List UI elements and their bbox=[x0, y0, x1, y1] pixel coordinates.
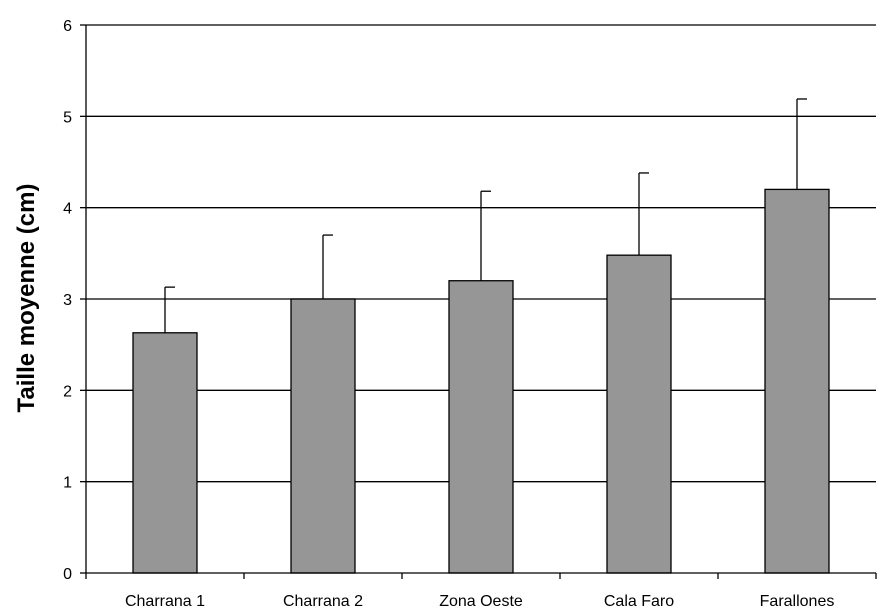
y-tick-label: 6 bbox=[63, 18, 72, 35]
y-tick-label: 3 bbox=[63, 292, 72, 309]
x-ticks: Charrana 1 Charrana 2 Zona Oeste Cala Faro F… bbox=[85, 573, 877, 610]
y-tick-label: 1 bbox=[63, 475, 72, 492]
y-tick-label: 4 bbox=[63, 201, 72, 218]
x-category-label: Charrana 1 bbox=[125, 593, 205, 610]
bar-charrana-1 bbox=[132, 332, 198, 574]
x-category-label: Zona Oeste bbox=[439, 593, 523, 610]
x-category-label: Farallones bbox=[760, 593, 835, 610]
y-tick-label: 5 bbox=[63, 109, 72, 126]
y-tick-label: 0 bbox=[63, 566, 72, 583]
y-axis-title: Taille moyenne (cm) bbox=[13, 184, 40, 413]
bar-farallones bbox=[764, 188, 830, 574]
x-category-label: Charrana 2 bbox=[283, 593, 363, 610]
bar-charrana-2 bbox=[290, 298, 356, 574]
bar-cala-faro bbox=[606, 254, 672, 574]
error-bars bbox=[164, 98, 807, 333]
bar-zona-oeste bbox=[448, 280, 514, 574]
x-category-label: Cala Faro bbox=[604, 593, 674, 610]
y-tick-label: 2 bbox=[63, 383, 72, 400]
y-ticks: 0 1 2 3 4 5 6 bbox=[63, 18, 86, 583]
